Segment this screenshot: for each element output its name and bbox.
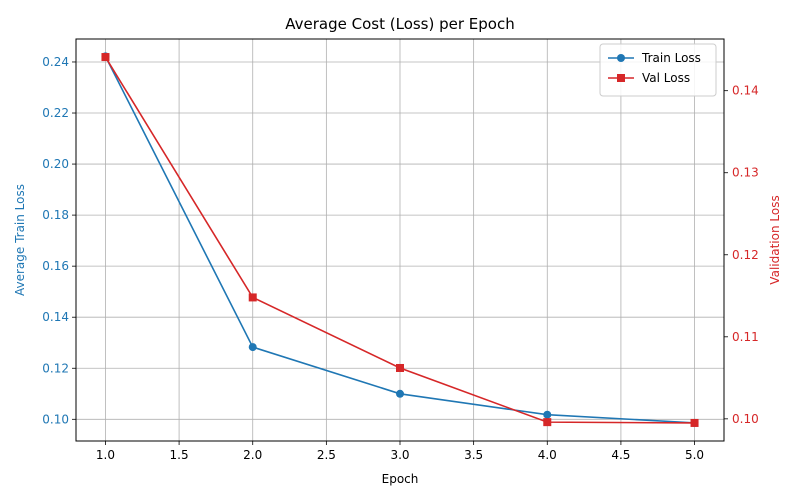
y-left-tick-label: 0.14 [42,310,69,324]
grid-lines [76,39,724,441]
y-axis-left-label: Average Train Loss [13,184,27,296]
x-tick-label: 5.0 [685,448,704,462]
x-axis-label: Epoch [382,472,419,486]
y-right-tick-label: 0.14 [732,84,759,98]
y-right-tick-label: 0.13 [732,166,759,180]
legend-label-train-loss: Train Loss [641,51,701,65]
y-left-tick-label: 0.22 [42,106,69,120]
legend-marker-val-loss [617,74,625,82]
x-tick-label: 1.5 [170,448,189,462]
x-tick-label: 1.0 [96,448,115,462]
y-left-tick-label: 0.24 [42,55,69,69]
x-tick-label: 4.5 [611,448,630,462]
val-loss-point [543,418,552,427]
legend-box [599,43,717,97]
x-tick-label: 2.0 [243,448,262,462]
y-right-tick-label: 0.12 [732,248,759,262]
val-loss-point [690,418,699,427]
y-left-tick-label: 0.16 [42,259,69,273]
val-loss-point [101,53,110,62]
x-axis-ticks: 1.0 1.5 2.0 2.5 3.0 3.5 4.0 4.5 5.0 [96,441,704,462]
train-loss-point [543,410,552,419]
y-left-tick-label: 0.20 [42,157,69,171]
x-tick-label: 2.5 [317,448,336,462]
y-left-tick-label: 0.10 [42,412,69,426]
x-tick-label: 3.5 [464,448,483,462]
y-left-tick-label: 0.12 [42,361,69,375]
y-axis-right-ticks: 0.10 0.11 0.12 0.13 0.14 [724,84,759,426]
val-loss-point [248,293,257,302]
legend-marker-train-loss [617,54,625,62]
legend: Train Loss Val Loss [599,43,717,97]
train-loss-point [248,343,257,352]
y-left-tick-label: 0.18 [42,208,69,222]
y-axis-left-ticks: 0.10 0.12 0.14 0.16 0.18 0.20 0.22 0.24 [42,55,76,426]
y-right-tick-label: 0.11 [732,330,759,344]
series-layer [101,52,699,427]
val-loss-point [396,363,404,372]
y-right-tick-label: 0.10 [732,412,759,426]
x-tick-label: 3.0 [390,448,409,462]
legend-label-val-loss: Val Loss [642,71,690,85]
train-loss-point [396,389,404,398]
chart-title: Average Cost (Loss) per Epoch [285,15,514,33]
y-axis-right-label: Validation Loss [768,195,782,284]
x-tick-label: 4.0 [538,448,557,462]
